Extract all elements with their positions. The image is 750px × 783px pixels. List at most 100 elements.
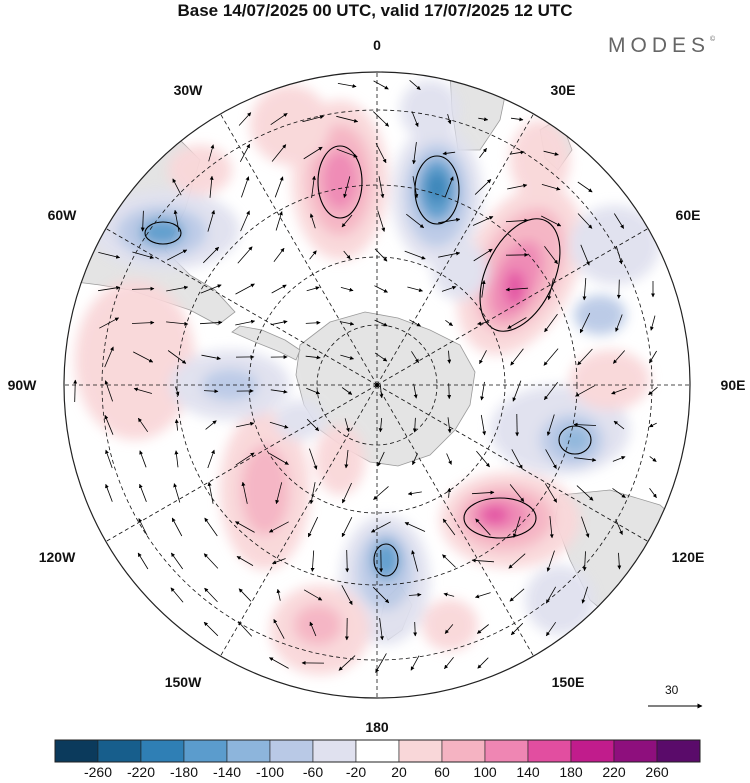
wind-vector <box>309 250 317 260</box>
wind-vector <box>505 218 529 223</box>
wind-vector <box>379 384 384 399</box>
wind-vector <box>275 482 283 505</box>
colorbar-tick-label: 140 <box>516 764 540 780</box>
meridian-line <box>376 384 649 542</box>
wind-vector <box>412 453 418 466</box>
wind-vector <box>447 487 452 498</box>
wind-vector <box>305 355 321 360</box>
wind-vector <box>104 380 113 402</box>
colorbar-tick-label: -60 <box>302 764 324 780</box>
wind-vector <box>442 554 456 568</box>
modes-logo: MODES© <box>608 34 715 58</box>
wind-vector <box>475 592 491 599</box>
wind-vector <box>309 482 316 505</box>
wind-vector <box>404 522 426 532</box>
wind-vector <box>373 486 389 500</box>
meridian-line <box>376 384 534 657</box>
wind-vector <box>444 624 454 634</box>
wind-vector <box>236 421 255 428</box>
wind-vector <box>612 456 626 462</box>
wind-vector <box>411 351 419 364</box>
wind-vector <box>270 389 288 394</box>
wind-vector <box>546 550 555 572</box>
wind-vector <box>310 550 315 572</box>
pole-marker <box>375 383 379 387</box>
wind-vector <box>131 320 155 325</box>
wind-vector <box>480 414 487 436</box>
wind-vector <box>241 176 250 198</box>
wind-vector <box>269 453 289 465</box>
wind-vector <box>306 418 320 432</box>
wind-vector <box>171 517 183 537</box>
wind-vector <box>139 450 147 468</box>
lon-label-30w: 30W <box>173 82 203 98</box>
wind-vector <box>648 386 658 396</box>
wind-vector <box>441 285 457 292</box>
wind-vector <box>476 450 490 468</box>
wind-vector <box>413 621 418 637</box>
wind-vector <box>273 247 285 263</box>
wind-vector <box>478 117 489 122</box>
anomaly-pos-southeast-pacific <box>75 280 195 440</box>
wind-vector <box>617 552 622 570</box>
wind-vector <box>406 213 425 229</box>
wind-vector <box>472 216 494 226</box>
wind-vector <box>648 422 657 428</box>
wind-vector <box>613 420 625 430</box>
wind-vector <box>306 286 320 292</box>
wind-vector <box>309 213 316 229</box>
map-disc <box>64 72 690 698</box>
wind-vector <box>303 146 323 160</box>
wind-vector <box>447 350 452 364</box>
wind-vector <box>166 321 189 326</box>
wind-vector <box>408 592 422 597</box>
wind-vector <box>438 251 461 258</box>
wind-vector <box>612 488 626 498</box>
colorbar-tick-label: -20 <box>345 764 367 780</box>
wind-vector <box>509 484 525 502</box>
graticule <box>64 72 690 698</box>
wind-vector <box>309 448 318 470</box>
wind-vector <box>205 420 217 430</box>
wind-vector <box>201 354 221 361</box>
wind-vector <box>208 144 215 162</box>
wind-vector <box>573 422 597 427</box>
meridian-line <box>105 384 378 542</box>
wind-vector <box>203 553 219 569</box>
wind-vector <box>577 348 593 366</box>
wind-vector <box>133 387 153 394</box>
wind-vector <box>510 348 524 366</box>
wind-vector <box>412 417 417 433</box>
wind-vector <box>270 320 288 326</box>
wind-vector <box>343 250 351 260</box>
wind-vector <box>510 117 524 122</box>
wind-vector <box>268 521 289 533</box>
wind-vector <box>378 176 385 199</box>
brand-text: MODES <box>608 34 711 57</box>
wind-vector <box>209 175 214 198</box>
wind-vector <box>269 657 289 669</box>
wind-vector <box>443 592 455 597</box>
wind-vector <box>170 552 184 570</box>
wind-vector <box>471 490 495 495</box>
wind-vector <box>481 280 486 298</box>
wind-vector <box>611 387 627 395</box>
wind-vector <box>337 83 357 88</box>
wind-vector <box>340 321 355 326</box>
wind-vector <box>271 144 287 162</box>
wind-vector <box>240 210 250 232</box>
lon-label-180: 180 <box>365 719 389 735</box>
wind-vectors <box>73 79 658 673</box>
wind-vector <box>377 451 385 467</box>
colorbar-tick-label: -220 <box>126 764 156 780</box>
wind-vector <box>541 215 562 227</box>
wind-vector <box>238 112 252 126</box>
wind-vector <box>505 287 529 292</box>
wind-vector <box>98 285 121 292</box>
wind-vector <box>474 179 492 195</box>
wind-vector <box>507 183 528 190</box>
wind-vector <box>302 115 324 123</box>
wind-vector <box>137 417 149 433</box>
wind-vector <box>275 211 283 231</box>
wind-vector <box>303 589 323 601</box>
